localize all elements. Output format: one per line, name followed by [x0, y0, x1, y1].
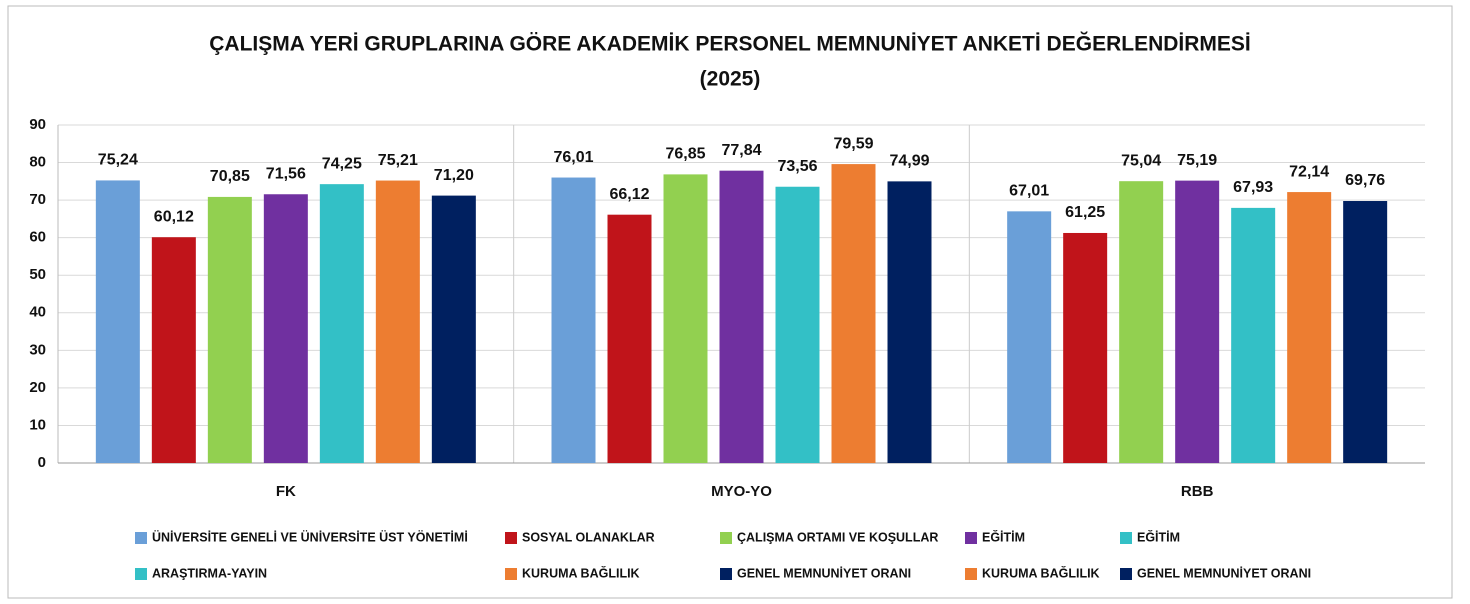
bar: [151, 237, 196, 463]
legend-swatch: [505, 532, 517, 544]
legend-swatch: [135, 568, 147, 580]
bar: [1343, 201, 1388, 463]
bar: [1063, 232, 1108, 463]
legend-label: KURUMA BAĞLILIK: [522, 565, 640, 580]
bar: [1119, 181, 1164, 463]
chart-title: (2025): [700, 68, 761, 91]
bar: [887, 181, 932, 463]
legend-label: ÇALIŞMA ORTAMI VE KOŞULLAR: [737, 530, 938, 544]
legend-swatch: [965, 532, 977, 544]
bar: [1287, 192, 1332, 463]
legend-swatch: [720, 568, 732, 580]
bar: [263, 194, 308, 463]
value-label: 75,21: [378, 152, 418, 169]
y-tick-label: 90: [29, 116, 46, 133]
value-label: 76,01: [553, 149, 593, 166]
y-tick-label: 80: [29, 154, 46, 171]
legend-label: EĞİTİM: [1137, 529, 1180, 544]
bar: [775, 186, 820, 463]
legend-swatch: [505, 568, 517, 580]
y-tick-label: 20: [29, 379, 46, 396]
x-tick-label: MYO-YO: [711, 483, 772, 500]
y-tick-label: 70: [29, 191, 46, 208]
bar: [431, 195, 476, 464]
bar: [95, 180, 140, 463]
y-tick-label: 50: [29, 266, 46, 283]
legend-label: KURUMA BAĞLILIK: [982, 565, 1100, 580]
value-label: 79,59: [833, 135, 873, 152]
value-label: 69,76: [1345, 172, 1385, 189]
value-label: 74,25: [322, 155, 362, 172]
value-label: 61,25: [1065, 204, 1105, 221]
value-label: 71,20: [434, 167, 474, 184]
bar: [1007, 211, 1052, 463]
x-tick-label: FK: [276, 483, 296, 500]
value-label: 75,19: [1177, 152, 1217, 169]
value-label: 75,04: [1121, 152, 1161, 169]
value-label: 72,14: [1289, 163, 1329, 180]
y-tick-label: 40: [29, 304, 46, 321]
value-label: 73,56: [777, 158, 817, 175]
bar: [719, 170, 764, 464]
value-label: 76,85: [665, 146, 705, 163]
y-tick-label: 30: [29, 341, 46, 358]
legend-swatch: [1120, 568, 1132, 580]
value-label: 74,99: [889, 153, 929, 170]
bar: [551, 177, 596, 463]
value-label: 77,84: [721, 142, 761, 159]
bar: [375, 180, 420, 463]
bar: [207, 196, 252, 463]
legend-label: ÜNİVERSİTE GENELİ VE ÜNİVERSİTE ÜST YÖNE…: [152, 529, 468, 544]
legend-label: EĞİTİM: [982, 529, 1025, 544]
legend-swatch: [965, 568, 977, 580]
value-label: 66,12: [609, 186, 649, 203]
legend-label: ARAŞTIRMA-YAYIN: [152, 566, 267, 580]
chart-title: ÇALIŞMA YERİ GRUPLARINA GÖRE AKADEMİK PE…: [209, 32, 1251, 56]
bar: [1231, 207, 1276, 463]
legend-label: GENEL MEMNUNİYET ORANI: [1137, 565, 1311, 580]
value-label: 60,12: [154, 208, 194, 225]
x-tick-label: RBB: [1181, 483, 1214, 500]
y-tick-label: 10: [29, 416, 46, 433]
value-label: 71,56: [266, 165, 306, 182]
bar: [831, 164, 876, 463]
value-label: 67,01: [1009, 183, 1049, 200]
legend-swatch: [1120, 532, 1132, 544]
y-tick-label: 0: [38, 454, 46, 471]
bar: [1175, 180, 1220, 463]
bar: [319, 184, 364, 463]
value-label: 75,24: [98, 152, 138, 169]
legend-swatch: [135, 532, 147, 544]
value-label: 67,93: [1233, 179, 1273, 196]
y-tick-label: 60: [29, 229, 46, 246]
legend-label: GENEL MEMNUNİYET ORANI: [737, 565, 911, 580]
legend-label: SOSYAL OLANAKLAR: [522, 530, 655, 544]
legend-swatch: [720, 532, 732, 544]
bar: [607, 214, 652, 463]
value-label: 70,85: [210, 168, 250, 185]
bar: [663, 174, 708, 463]
